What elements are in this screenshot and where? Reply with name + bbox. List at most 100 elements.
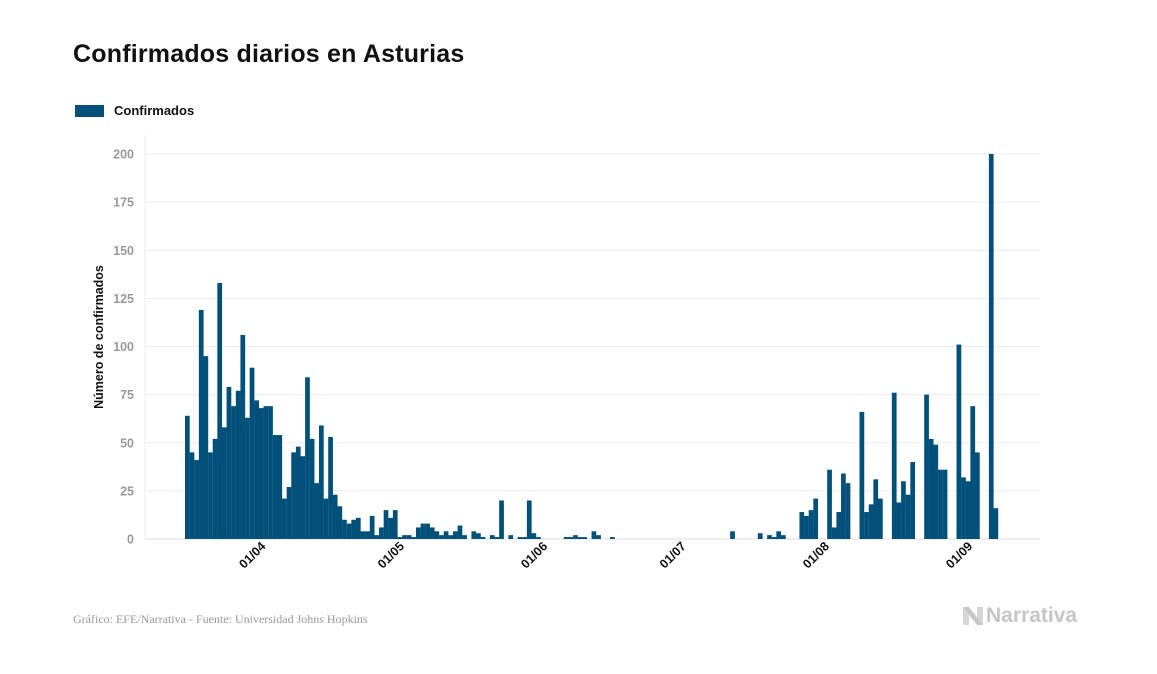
y-tick-label: 150 [113, 244, 134, 258]
narrativa-logo-icon [963, 607, 983, 625]
bar [905, 494, 911, 539]
bar [896, 502, 902, 539]
bar [448, 535, 454, 539]
bar [780, 535, 786, 539]
bar [878, 498, 883, 539]
chart-title: Confirmados diarios en Asturias [73, 40, 465, 68]
bar [799, 512, 805, 539]
bar [462, 535, 467, 539]
bar [933, 444, 939, 539]
bar [346, 523, 352, 539]
bar [563, 537, 569, 539]
y-tick-label: 100 [113, 340, 134, 354]
bar [323, 498, 329, 539]
bar [425, 523, 430, 539]
bar [318, 425, 324, 539]
bar [309, 438, 315, 539]
y-tick-label: 175 [113, 196, 134, 210]
bar [864, 512, 869, 539]
y-tick-label: 0 [127, 533, 134, 547]
bar [480, 537, 486, 539]
bar [808, 510, 814, 539]
bar [300, 456, 306, 539]
bar [416, 527, 421, 539]
bar [476, 533, 481, 539]
y-tick-label: 75 [120, 388, 134, 402]
bar [397, 537, 403, 539]
bar [452, 531, 458, 539]
bar [245, 417, 250, 539]
bar [272, 435, 278, 539]
legend: Confirmados [75, 103, 194, 118]
bar [965, 481, 971, 539]
bar [471, 531, 477, 539]
bar [305, 377, 310, 539]
bar [383, 510, 389, 539]
bar [402, 535, 407, 539]
bar [342, 519, 347, 539]
bar [868, 504, 874, 539]
bar [993, 508, 999, 539]
bar [263, 406, 269, 539]
bar [928, 438, 934, 539]
bar [429, 527, 435, 539]
bar [268, 406, 273, 539]
bar [365, 531, 370, 539]
bar [522, 537, 527, 539]
bar [489, 535, 495, 539]
bar [434, 531, 440, 539]
bar [804, 515, 809, 539]
x-tick-labels: 01/04 01/05 01/06 01/07 01/08 01/09 [236, 539, 975, 571]
bar [194, 460, 199, 539]
bar [369, 515, 375, 539]
bar [771, 537, 777, 539]
bar [910, 462, 916, 539]
bar [610, 537, 615, 539]
bar [836, 512, 842, 539]
bar [845, 483, 851, 539]
bar [221, 427, 227, 539]
bar [938, 469, 943, 539]
x-tick-label: 01/09 [943, 539, 975, 571]
bar [203, 356, 209, 539]
bar [988, 154, 994, 539]
bar [392, 510, 398, 539]
bar [226, 386, 232, 539]
bar [443, 531, 449, 539]
bar [379, 527, 384, 539]
bar [757, 533, 763, 539]
bar [351, 519, 357, 539]
bar [249, 367, 255, 539]
bar [827, 469, 832, 539]
y-tick-label: 50 [120, 436, 134, 450]
bar [439, 535, 444, 539]
bar [217, 282, 223, 539]
bar [730, 531, 735, 539]
y-tick-label: 125 [113, 292, 134, 306]
x-tick-label: 01/08 [800, 539, 832, 571]
x-tick-label: 01/04 [236, 539, 268, 571]
bar [208, 452, 213, 539]
bar [591, 531, 597, 539]
y-tick-labels: 0 25 50 75 100 125 150 175 200 [113, 148, 134, 547]
bar [859, 411, 865, 539]
bars [185, 154, 999, 539]
bar [198, 309, 204, 539]
bar [388, 517, 393, 539]
bar [901, 481, 906, 539]
y-tick-label: 200 [113, 148, 134, 162]
bar [526, 500, 532, 539]
bar [776, 531, 782, 539]
bar [314, 483, 320, 539]
bar [282, 498, 287, 539]
bar [499, 500, 504, 539]
legend-label: Confirmados [114, 103, 195, 118]
bar [189, 452, 195, 539]
x-tick-label: 01/07 [657, 539, 689, 571]
x-tick-label: 01/06 [518, 539, 550, 571]
bar [295, 446, 301, 539]
bar [337, 506, 343, 539]
bar [841, 473, 846, 539]
bar [406, 535, 412, 539]
